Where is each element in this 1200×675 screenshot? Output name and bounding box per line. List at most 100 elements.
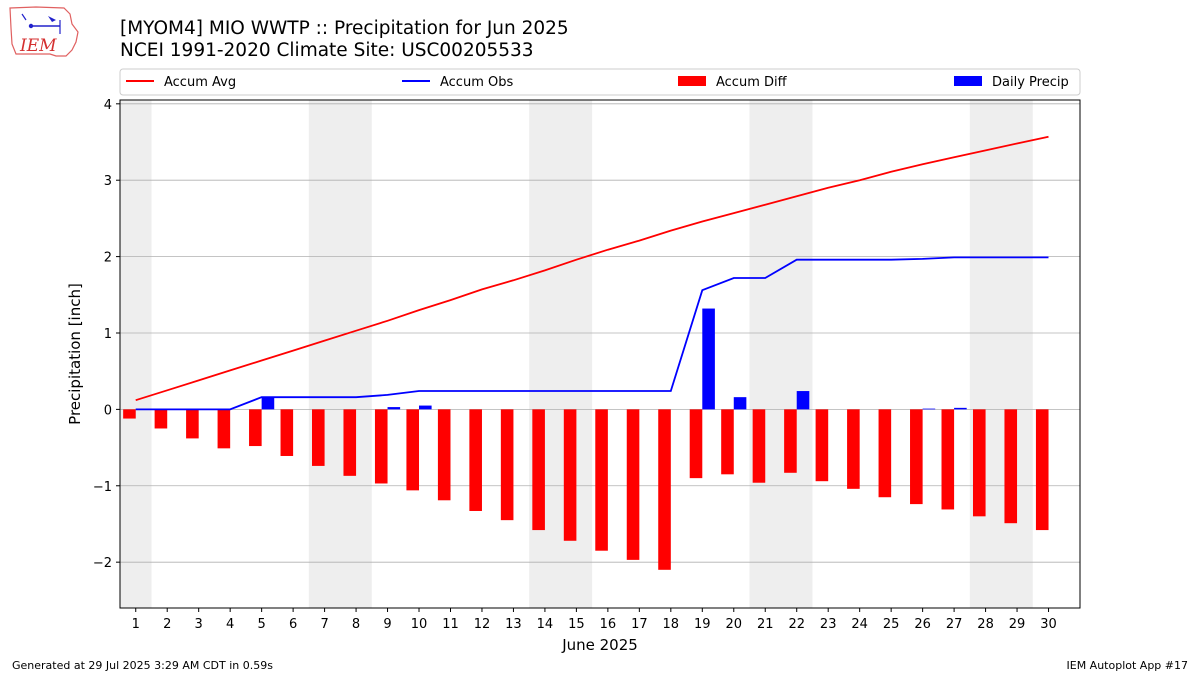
accum-diff-bar xyxy=(532,409,545,531)
y-tick-label: −2 xyxy=(93,556,112,571)
x-tick-label: 4 xyxy=(226,617,234,632)
x-tick-label: 16 xyxy=(600,617,617,632)
x-tick-label: 27 xyxy=(946,617,963,632)
x-tick-label: 19 xyxy=(694,617,711,632)
accum-diff-bar xyxy=(910,409,923,505)
accum-diff-bar xyxy=(1004,409,1018,524)
y-tick-label: 4 xyxy=(104,98,112,113)
plot-frame xyxy=(119,99,1081,609)
x-tick-label: 29 xyxy=(1009,617,1026,632)
accum-diff-bar xyxy=(406,409,420,491)
accum-diff-bar xyxy=(815,409,829,482)
x-tick-label: 7 xyxy=(320,617,328,632)
x-axis-label: June 2025 xyxy=(561,636,638,654)
weekend-shade xyxy=(969,100,1033,608)
accum-diff-bar xyxy=(847,409,860,489)
daily-precip-bar xyxy=(261,397,275,410)
accum-diff-bar xyxy=(154,409,168,429)
x-tick-label: 14 xyxy=(537,617,554,632)
accum-diff-bar xyxy=(721,409,734,475)
legend-label-accum-avg: Accum Avg xyxy=(164,75,236,90)
weekend-shade xyxy=(308,100,372,608)
accum-obs-line xyxy=(135,256,1049,411)
accum-diff-bar xyxy=(374,409,388,484)
x-tick-label: 20 xyxy=(725,617,742,632)
x-tick-label: 25 xyxy=(883,617,900,632)
legend-swatch-daily-precip xyxy=(954,76,982,86)
x-tick-label: 28 xyxy=(977,617,994,632)
weekend-shade xyxy=(120,100,152,608)
x-tick-label: 22 xyxy=(788,617,805,632)
accum-avg-line xyxy=(135,135,1049,402)
x-tick-label: 3 xyxy=(195,617,203,632)
accum-diff-bar xyxy=(312,409,325,466)
logo-text: IEM xyxy=(19,36,57,56)
footer-app: IEM Autoplot App #17 xyxy=(1066,659,1189,672)
x-tick-label: 17 xyxy=(631,617,648,632)
accum-diff-bar xyxy=(626,409,640,560)
x-tick-label: 9 xyxy=(383,617,391,632)
x-tick-label: 12 xyxy=(474,617,491,632)
accum-diff-bar xyxy=(752,409,766,483)
accum-diff-bar xyxy=(437,409,451,501)
accum-diff-bar xyxy=(784,409,797,473)
accum-diff-bar xyxy=(689,409,703,479)
accum-diff-bar xyxy=(972,409,986,517)
accum-diff-bar xyxy=(658,409,671,570)
y-axis-label: Precipitation [inch] xyxy=(66,283,84,425)
accum-diff-bar xyxy=(123,409,136,419)
accum-diff-bar xyxy=(1035,409,1049,531)
x-tick-label: 2 xyxy=(163,617,171,632)
x-tick-label: 11 xyxy=(442,617,459,632)
accum-diff-bar xyxy=(878,409,892,498)
accum-diff-bar xyxy=(217,409,231,449)
x-tick-label: 8 xyxy=(352,617,360,632)
daily-precip-bar xyxy=(733,397,747,410)
x-tick-label: 15 xyxy=(568,617,585,632)
x-tick-label: 1 xyxy=(132,617,140,632)
daily-precip-bar xyxy=(702,308,715,410)
y-tick-label: −1 xyxy=(93,480,112,495)
legend-label-accum-obs: Accum Obs xyxy=(440,75,513,90)
y-tick-label: 3 xyxy=(104,174,112,189)
accum-diff-bar xyxy=(280,409,294,456)
x-tick-label: 13 xyxy=(505,617,522,632)
weekend-shade xyxy=(749,100,813,608)
x-tick-label: 10 xyxy=(411,617,428,632)
daily-precip-bar xyxy=(954,407,967,410)
legend-label-daily-precip: Daily Precip xyxy=(992,75,1069,90)
daily-precip-bar xyxy=(922,408,936,410)
legend-swatch-accum-diff xyxy=(678,76,706,86)
y-tick-label: 2 xyxy=(104,251,112,266)
chart-subtitle: NCEI 1991-2020 Climate Site: USC00205533 xyxy=(120,40,534,61)
weekend-shade xyxy=(529,100,593,608)
legend-label-accum-diff: Accum Diff xyxy=(716,75,788,90)
x-tick-label: 21 xyxy=(757,617,774,632)
y-tick-label: 0 xyxy=(104,403,112,418)
legend-box xyxy=(119,68,1081,96)
x-tick-label: 5 xyxy=(257,617,265,632)
daily-precip-bar xyxy=(387,407,401,410)
x-tick-label: 26 xyxy=(914,617,931,632)
accum-diff-bar xyxy=(343,409,357,476)
accum-diff-bar xyxy=(500,409,514,521)
x-tick-label: 18 xyxy=(663,617,680,632)
chart-title: [MYOM4] MIO WWTP :: Precipitation for Ju… xyxy=(120,18,569,39)
accum-diff-bar xyxy=(595,409,608,551)
iem-logo: IEM xyxy=(9,6,79,57)
legend: Accum Avg Accum Obs Accum Diff Daily Pre… xyxy=(119,68,1081,96)
accum-diff-bar xyxy=(941,409,955,510)
x-tick-label: 30 xyxy=(1040,617,1057,632)
accum-diff-bar xyxy=(186,409,199,439)
x-tick-label: 24 xyxy=(851,617,868,632)
accum-diff-bar xyxy=(249,409,262,447)
daily-precip-bar xyxy=(419,405,432,410)
y-tick-label: 1 xyxy=(104,327,112,342)
daily-precip-bar xyxy=(796,391,810,410)
accum-diff-bar xyxy=(469,409,482,511)
footer-generated: Generated at 29 Jul 2025 3:29 AM CDT in … xyxy=(12,659,273,672)
x-tick-label: 23 xyxy=(820,617,837,632)
accum-diff-bar xyxy=(563,409,577,541)
x-tick-label: 6 xyxy=(289,617,297,632)
